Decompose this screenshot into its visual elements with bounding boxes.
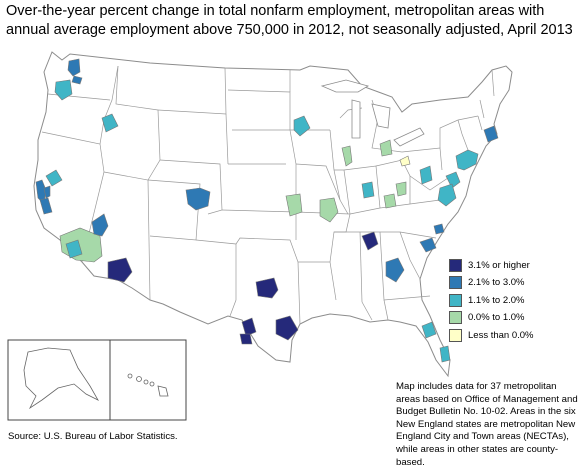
us-outline bbox=[33, 51, 513, 378]
metro-area-columbus[interactable] bbox=[395, 181, 407, 197]
metro-area-cincinnati[interactable] bbox=[383, 193, 397, 209]
legend-label: 0.0% to 1.0% bbox=[468, 312, 525, 324]
legend-item: 1.1% to 2.0% bbox=[449, 292, 577, 309]
metro-area-orlando[interactable] bbox=[421, 321, 437, 339]
metro-areas bbox=[35, 58, 499, 363]
metro-area-boston[interactable] bbox=[483, 125, 499, 143]
legend-label: 1.1% to 2.0% bbox=[468, 294, 525, 306]
legend-swatch bbox=[449, 258, 462, 272]
metro-area-detroit[interactable] bbox=[379, 139, 393, 157]
metro-area-dallas[interactable] bbox=[255, 277, 279, 299]
lake-huron bbox=[371, 103, 391, 129]
map-legend: 3.1% or higher 2.1% to 3.0% 1.1% to 2.0%… bbox=[449, 257, 577, 345]
legend-item: 3.1% or higher bbox=[449, 257, 577, 274]
legend-item: 2.1% to 3.0% bbox=[449, 275, 577, 292]
legend-swatch bbox=[449, 276, 462, 290]
metro-area-san-jose[interactable] bbox=[39, 197, 53, 215]
metro-area-austin[interactable] bbox=[241, 317, 257, 337]
metro-area-denver[interactable] bbox=[185, 187, 211, 211]
legend-label: Less than 0.0% bbox=[468, 329, 534, 341]
metro-area-philadelphia[interactable] bbox=[445, 171, 461, 189]
metro-area-baltimore-washington[interactable] bbox=[437, 183, 457, 207]
metro-area-atlanta[interactable] bbox=[385, 257, 405, 283]
metro-area-phoenix[interactable] bbox=[107, 257, 133, 283]
metro-area-seattle[interactable] bbox=[67, 58, 81, 77]
metro-area-oakland[interactable] bbox=[43, 185, 51, 199]
metro-area-raleigh[interactable] bbox=[433, 223, 445, 235]
hawaii-outline bbox=[127, 373, 169, 397]
lake-erie bbox=[393, 127, 425, 147]
metro-area-las-vegas[interactable] bbox=[91, 213, 109, 237]
alaska-outline bbox=[23, 347, 100, 410]
metro-area-st-louis[interactable] bbox=[319, 197, 339, 223]
legend-swatch bbox=[449, 328, 462, 342]
source-note: Source: U.S. Bureau of Labor Statistics. bbox=[8, 431, 178, 442]
map-title: Over-the-year percent change in total no… bbox=[6, 3, 573, 38]
metro-area-san-antonio[interactable] bbox=[239, 333, 253, 345]
legend-swatch bbox=[449, 293, 462, 307]
metro-area-new-york[interactable] bbox=[455, 149, 479, 171]
legend-swatch bbox=[449, 311, 462, 325]
legend-item: 0.0% to 1.0% bbox=[449, 310, 577, 327]
metro-area-charlotte[interactable] bbox=[419, 237, 437, 253]
us-map bbox=[7, 51, 513, 421]
metro-area-pittsburgh[interactable] bbox=[419, 165, 433, 185]
metro-area-minneapolis[interactable] bbox=[293, 115, 311, 137]
legend-label: 3.1% or higher bbox=[468, 259, 530, 271]
metro-area-cleveland[interactable] bbox=[399, 155, 411, 167]
metro-area-houston[interactable] bbox=[275, 315, 299, 341]
lake-michigan bbox=[351, 99, 361, 139]
metro-area-seattle-east[interactable] bbox=[71, 75, 83, 85]
metro-area-los-angeles[interactable] bbox=[65, 239, 83, 259]
metro-area-kansas-city[interactable] bbox=[285, 193, 303, 217]
metro-area-sacramento[interactable] bbox=[45, 169, 63, 187]
metro-area-san-francisco[interactable] bbox=[35, 179, 47, 205]
legend-item: Less than 0.0% bbox=[449, 327, 577, 344]
inset-box bbox=[7, 339, 187, 421]
metro-area-nashville[interactable] bbox=[361, 231, 379, 251]
metro-area-portland[interactable] bbox=[54, 79, 73, 101]
map-note: Map includes data for 37 metropolitan ar… bbox=[396, 381, 578, 468]
metro-area-salt-lake[interactable] bbox=[101, 113, 119, 133]
legend-label: 2.1% to 3.0% bbox=[468, 277, 525, 289]
metro-area-chicago[interactable] bbox=[341, 145, 353, 167]
metro-area-indianapolis[interactable] bbox=[361, 181, 375, 199]
metro-area-miami[interactable] bbox=[439, 345, 451, 363]
lake-superior bbox=[320, 79, 370, 93]
